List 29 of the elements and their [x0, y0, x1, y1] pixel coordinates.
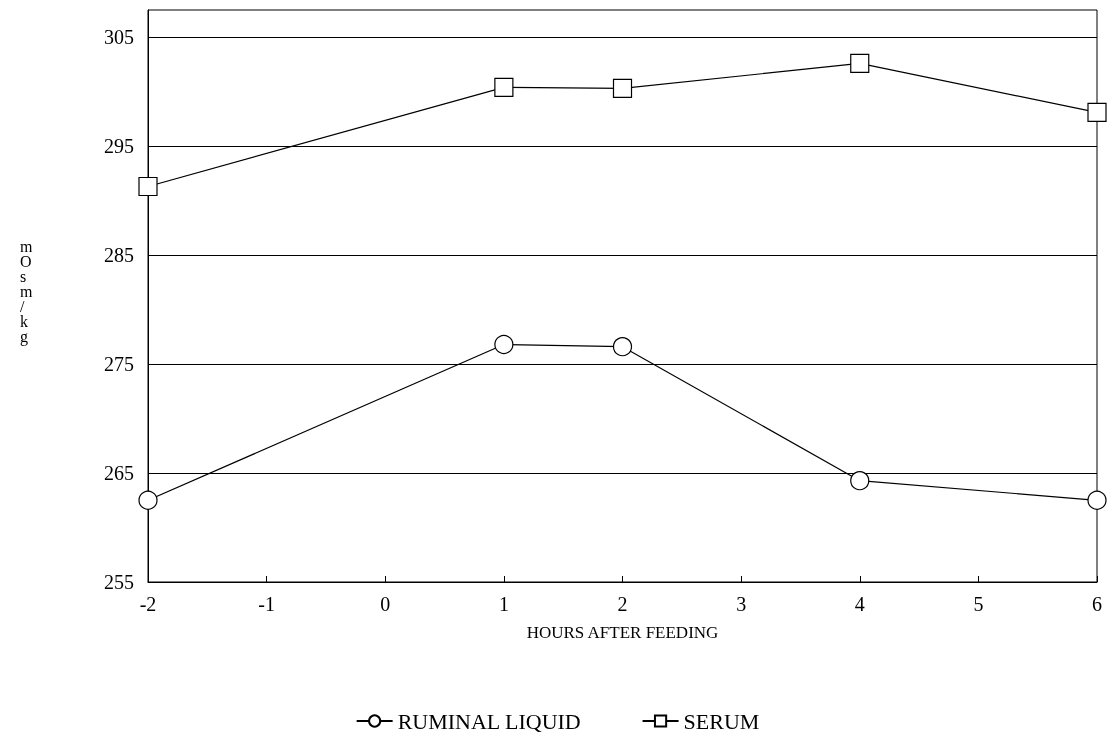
point [138, 176, 158, 197]
point [1087, 490, 1107, 510]
x-tick-label: -1 [258, 593, 275, 615]
x-tick-label: 4 [854, 593, 865, 615]
y-tick-label: 265 [104, 462, 134, 485]
x-tick-label: 0 [380, 593, 391, 615]
point [138, 490, 158, 510]
point [612, 78, 633, 99]
y-axis-title: mOsm/kg [20, 237, 33, 346]
x-tick-label: 1 [498, 593, 509, 615]
point [494, 334, 514, 355]
point [850, 471, 870, 491]
y-tick-label: 295 [104, 135, 134, 158]
y-tick-label: 305 [104, 26, 134, 49]
y-tick-label: 275 [104, 353, 134, 376]
point [1087, 102, 1107, 123]
x-tick-label: 5 [973, 593, 984, 615]
legend-label: RUMINAL LIQUID [397, 708, 581, 734]
y-tick-label: 285 [104, 244, 134, 267]
point [612, 337, 633, 357]
point [850, 53, 870, 73]
x-axis-title: HOURS AFTER FEEDING [526, 623, 719, 642]
y-tick-label: 255 [104, 571, 134, 593]
x-tick-label: 3 [736, 593, 747, 615]
x-tick-label: 6 [1092, 593, 1102, 615]
point [494, 77, 514, 97]
x-tick-label: 2 [617, 593, 628, 615]
legend-label: SERUM [683, 708, 760, 734]
x-tick-label: -2 [139, 593, 157, 615]
